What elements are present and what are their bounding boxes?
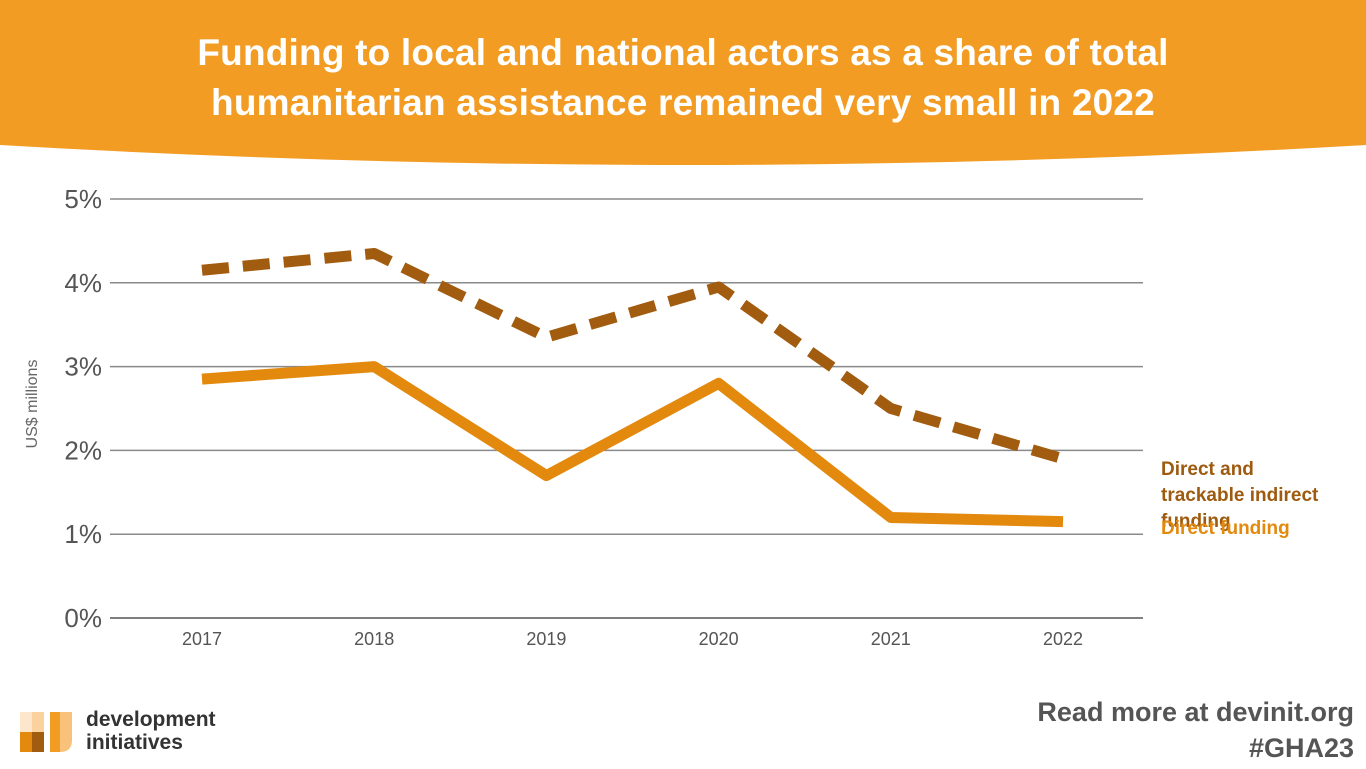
x-tick-label: 2019	[526, 629, 566, 649]
chart-title-line-2: humanitarian assistance remained very sm…	[211, 82, 1155, 123]
series-line-direct	[201, 361, 1064, 528]
y-tick-label: 3%	[64, 352, 102, 382]
y-tick-label: 4%	[64, 268, 102, 298]
title-banner: Funding to local and national actors as …	[0, 0, 1366, 170]
y-tick-label: 0%	[64, 603, 102, 633]
logo-text-line-1: development	[86, 708, 216, 731]
x-tick-label: 2021	[871, 629, 911, 649]
y-tick-label: 5%	[64, 184, 102, 214]
y-tick-label: 2%	[64, 435, 102, 465]
y-axis-label: US$ millions	[24, 359, 41, 449]
series-line-direct-and-indirect	[201, 247, 1065, 465]
read-more-link[interactable]: Read more at devinit.org	[1037, 697, 1354, 727]
footer: Read more at devinit.org #GHA23	[1037, 694, 1354, 766]
y-tick-label: 1%	[64, 519, 102, 549]
banner-background	[0, 0, 1366, 165]
logo-text-line-2: initiatives	[86, 731, 183, 754]
development-initiatives-logo-icon	[20, 712, 72, 752]
logo-wordmark: development initiatives	[86, 708, 216, 754]
chart-title-line-1: Funding to local and national actors as …	[197, 32, 1169, 73]
legend-indirect-funding: Direct and trackable indirect funding	[1161, 459, 1319, 532]
chart-title: Funding to local and national actors as …	[0, 28, 1366, 128]
legend-direct-funding: Direct funding	[1161, 518, 1290, 539]
x-tick-label: 2020	[699, 629, 739, 649]
x-tick-label: 2022	[1043, 629, 1083, 649]
x-tick-label: 2018	[354, 629, 394, 649]
x-tick-label: 2017	[182, 629, 222, 649]
hashtag: #GHA23	[1248, 733, 1354, 763]
